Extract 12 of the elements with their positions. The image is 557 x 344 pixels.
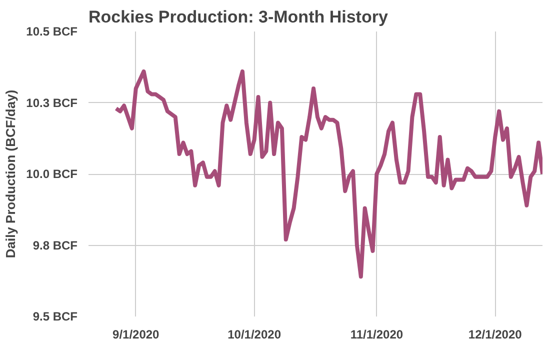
y-axis-title: Daily Production (BCF/day) [3, 90, 18, 258]
chart-title: Rockies Production: 3-Month History [88, 8, 388, 26]
y-tick-label: 9.5 BCF [32, 310, 78, 324]
x-tick-label: 11/1/2020 [350, 328, 404, 342]
x-tick-label: 9/1/2020 [112, 328, 160, 342]
y-tick-label: 9.8 BCF [32, 238, 78, 252]
y-tick-label: 10.3 BCF [26, 96, 78, 110]
y-tick-label: 10.0 BCF [26, 167, 78, 181]
x-tick-label: 10/1/2020 [228, 328, 282, 342]
x-tick-label: 12/1/2020 [468, 328, 522, 342]
y-tick-label: 10.5 BCF [26, 24, 78, 38]
line-series [114, 69, 542, 279]
